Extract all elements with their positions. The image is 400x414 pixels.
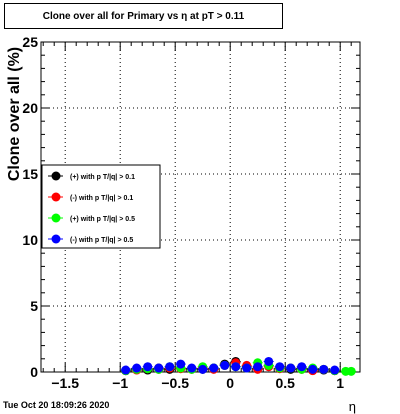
data-point [187, 363, 197, 373]
data-point [132, 363, 142, 373]
x-tick-label: −1.5 [51, 375, 79, 391]
data-point [121, 365, 131, 375]
y-tick-label: 15 [22, 166, 38, 182]
data-point [242, 363, 252, 373]
data-point [198, 364, 208, 374]
data-point [319, 364, 329, 374]
x-tick-label: −1 [112, 375, 128, 391]
data-point [346, 366, 356, 376]
x-tick-label: 0 [226, 375, 234, 391]
x-tick-label: 1 [336, 375, 344, 391]
data-point [253, 362, 263, 372]
data-point [165, 362, 175, 372]
data-point [330, 365, 340, 375]
y-axis-label: Clone over all (%) [6, 47, 23, 181]
y-tick-label: 10 [22, 232, 38, 248]
data-point [231, 362, 241, 372]
x-tick-label: 0.5 [275, 375, 295, 391]
data-points [120, 356, 357, 376]
legend-label: (+) with p T/|q| > 0.1 [70, 174, 135, 181]
y-tick-label: 5 [30, 298, 38, 314]
data-point [143, 362, 153, 372]
series-3 [120, 356, 340, 375]
x-axis-label: η [349, 399, 356, 414]
data-point [264, 356, 274, 366]
axis-ticks [41, 41, 360, 373]
legend-marker [51, 234, 61, 244]
legend-label: (-) with p T/|q| > 0.5 [70, 237, 133, 244]
legend-box [41, 164, 161, 249]
legend: (+) with p T/|q| > 0.1 (-) with p T/|q| >… [41, 164, 161, 249]
data-point [297, 362, 307, 372]
data-point [308, 364, 318, 374]
legend-marker [51, 171, 61, 181]
y-tick-label: 0 [30, 364, 38, 380]
data-point [220, 360, 230, 370]
data-point [154, 363, 164, 373]
data-point [286, 363, 296, 373]
data-point [275, 362, 285, 372]
y-tick-label: 20 [22, 100, 38, 116]
timestamp: Tue Oct 20 18:09:26 2020 [3, 400, 110, 410]
y-tick-label: 25 [22, 34, 38, 50]
data-point [209, 363, 219, 373]
x-tick-label: −0.5 [161, 375, 189, 391]
legend-marker [51, 192, 61, 202]
legend-label: (-) with p T/|q| > 0.1 [70, 195, 133, 202]
legend-label: (+) with p T/|q| > 0.5 [70, 216, 135, 223]
chart-title: Clone over all for Primary vs η at pT > … [4, 3, 283, 29]
legend-marker [51, 213, 61, 223]
data-point [176, 359, 186, 369]
